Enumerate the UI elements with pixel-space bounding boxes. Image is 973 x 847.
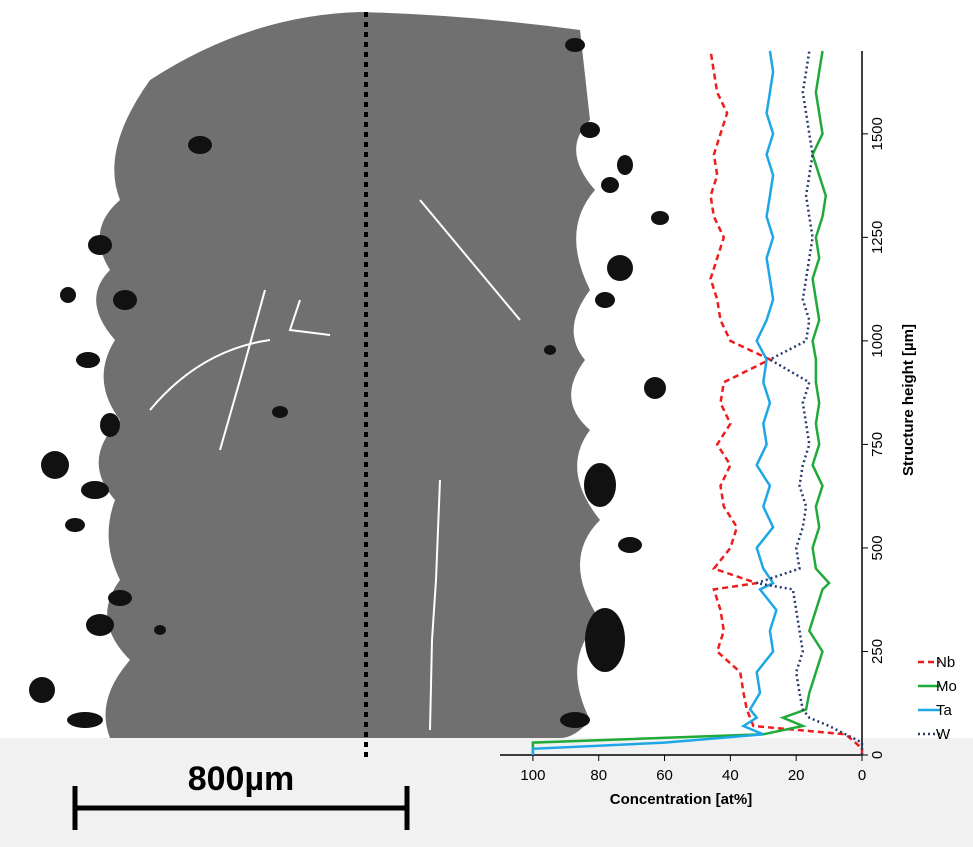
x-tick-label: 100 [520, 767, 545, 784]
y-tick-label: 1000 [869, 324, 886, 357]
series-line [531, 50, 831, 755]
legend-label: Mo [936, 678, 957, 695]
y-tick-label: 750 [869, 432, 886, 457]
pores [29, 38, 669, 728]
x-tick-label: 80 [590, 767, 607, 784]
scale-bar: 800µm [72, 760, 410, 830]
y-tick-label: 0 [869, 751, 886, 759]
chart: 100 80 60 40 20 00 250 500 750 1000 1250 1500 Concen… [500, 50, 957, 808]
x-tick-label: 0 [858, 767, 866, 784]
series-line [531, 50, 778, 755]
y-tick-label: 1250 [869, 221, 886, 254]
legend-label: Ta [936, 702, 953, 719]
x-tick-label: 40 [722, 767, 739, 784]
sample-body [96, 12, 601, 738]
substrate [0, 738, 973, 847]
legend-label: W [936, 726, 951, 743]
y-axis-title: Structure height [µm] [900, 324, 917, 476]
cracks [149, 199, 521, 731]
sem-image [29, 12, 669, 760]
y-tick-label: 250 [869, 639, 886, 664]
x-tick-label: 60 [656, 767, 673, 784]
x-tick-label: 20 [788, 767, 805, 784]
series-line [756, 50, 864, 755]
legend-label: Nb [936, 654, 955, 671]
x-axis-title: Concentration [at%] [610, 791, 753, 808]
scale-bar-label: 800µm [188, 760, 295, 798]
y-tick-label: 1500 [869, 117, 886, 150]
y-tick-label: 500 [869, 535, 886, 560]
